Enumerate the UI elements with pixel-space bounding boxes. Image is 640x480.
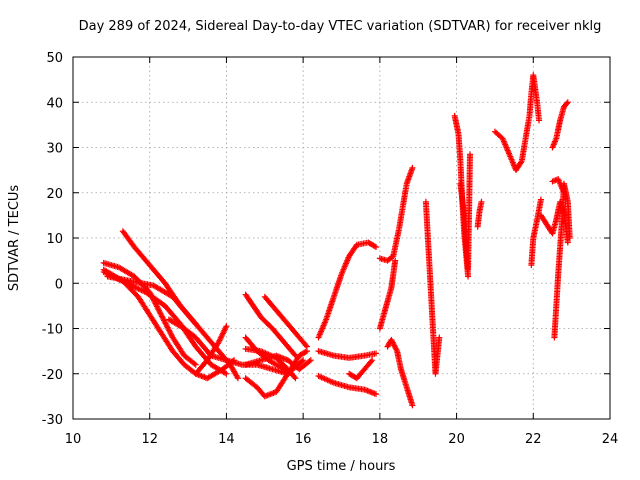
data-marker [300, 357, 307, 364]
y-tick-label: 0 [55, 277, 63, 292]
series-track-25 [491, 72, 543, 174]
data-marker [436, 334, 443, 341]
series-track-29 [551, 180, 573, 341]
chart-title: Day 289 of 2024, Sidereal Day-to-day VTE… [79, 19, 602, 34]
series-track-28 [549, 99, 571, 151]
data-marker [292, 375, 299, 382]
data-marker [234, 373, 241, 380]
data-marker [564, 239, 571, 246]
data-points [100, 72, 573, 409]
data-marker [291, 373, 298, 380]
series-track-26 [528, 196, 544, 269]
x-tick-labels: 10 12 14 16 18 20 22 24 [65, 432, 619, 447]
data-marker [298, 358, 305, 365]
data-marker [222, 369, 229, 376]
data-marker [373, 244, 380, 251]
series-track-15 [315, 373, 380, 398]
y-tick-label: -20 [42, 368, 63, 383]
data-marker [306, 358, 313, 365]
data-marker [223, 323, 230, 330]
y-tick-label: 10 [46, 232, 63, 247]
data-marker [302, 348, 309, 355]
x-tick-label: 16 [295, 432, 312, 447]
data-marker [234, 375, 241, 382]
data-marker [191, 360, 198, 367]
x-tick-label: 24 [602, 432, 619, 447]
data-marker [478, 198, 485, 205]
data-marker [466, 151, 473, 158]
series-track-24 [474, 198, 485, 230]
x-tick-label: 10 [65, 432, 82, 447]
data-marker [292, 352, 299, 359]
series-track-2 [100, 266, 238, 382]
data-marker [560, 189, 567, 196]
data-marker [564, 99, 571, 106]
data-marker [371, 243, 378, 250]
y-tick-label: 50 [46, 51, 63, 66]
data-marker [288, 370, 295, 377]
series-track-13 [261, 293, 310, 350]
series-track-16 [346, 357, 376, 382]
data-marker [373, 350, 380, 357]
data-marker [369, 357, 376, 364]
series-track-19 [376, 164, 416, 264]
series-track-12 [242, 291, 299, 359]
data-marker [192, 320, 199, 327]
data-marker [537, 196, 544, 203]
data-marker [566, 235, 573, 241]
data-marker [409, 402, 416, 409]
x-tick-label: 22 [525, 432, 542, 447]
y-tick-label: 40 [46, 96, 63, 111]
series-track-5 [119, 228, 199, 327]
series-track-20 [384, 336, 416, 409]
series-track-4 [104, 273, 241, 382]
x-tick-label: 12 [141, 432, 158, 447]
series-track-23 [457, 151, 473, 273]
data-marker [303, 343, 310, 350]
y-tick-label: -30 [42, 413, 63, 428]
x-tick-label: 18 [372, 432, 389, 447]
y-tick-label: -10 [42, 323, 63, 338]
data-marker [409, 164, 416, 171]
series-track-11 [242, 334, 295, 377]
data-marker [291, 351, 298, 358]
data-marker [563, 100, 570, 107]
data-marker [223, 370, 230, 377]
y-tick-label: 30 [46, 142, 63, 157]
data-marker [307, 357, 314, 364]
y-tick-label: 20 [46, 187, 63, 202]
y-axis-label: SDTVAR / TECUs [7, 185, 22, 292]
x-axis-label: GPS time / hours [287, 459, 396, 474]
series-track-30 [549, 176, 567, 196]
series-track-18 [376, 257, 399, 332]
series-track-14 [315, 348, 380, 361]
series-track-21 [422, 198, 443, 377]
data-marker [517, 159, 524, 166]
data-marker [192, 361, 199, 368]
x-tick-label: 14 [218, 432, 235, 447]
data-marker [191, 319, 198, 326]
data-marker [302, 342, 309, 349]
data-marker [392, 257, 399, 264]
series-track-7 [192, 323, 230, 377]
data-marker [368, 358, 375, 365]
axis-ticks [72, 56, 611, 420]
series-track-17 [315, 239, 380, 341]
data-marker [465, 273, 472, 280]
series-track-27 [537, 198, 571, 246]
y-tick-labels: -30 -20 -10 0 10 20 30 40 50 [42, 51, 63, 428]
data-marker [373, 391, 380, 398]
x-tick-label: 20 [448, 432, 465, 447]
data-marker [536, 117, 543, 124]
